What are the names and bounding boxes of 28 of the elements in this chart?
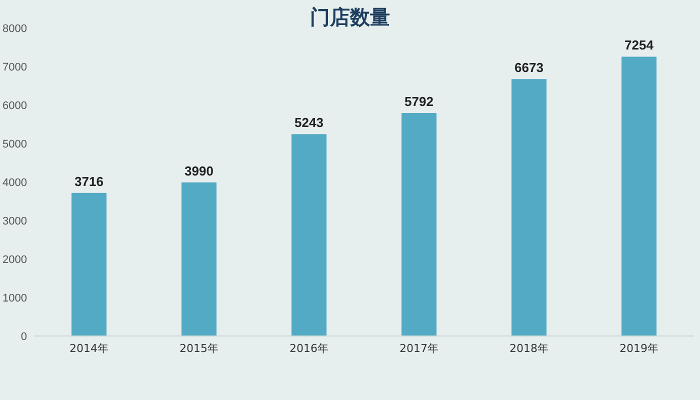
x-tick-label: 2019年: [620, 342, 658, 355]
x-tick-label: 2016年: [290, 342, 328, 355]
x-tick-label: 2017年: [400, 342, 438, 355]
y-tick-label: 5000: [2, 138, 27, 150]
bar: [402, 113, 436, 336]
y-tick-label: 1000: [2, 292, 27, 304]
x-tick-label: 2015年: [180, 342, 218, 355]
y-tick-label: 2000: [2, 254, 27, 266]
bar: [512, 79, 546, 336]
bar: [72, 192, 106, 336]
chart-title: 门店数量: [310, 5, 390, 29]
data-label: 7254: [624, 38, 654, 53]
y-tick-label: 3000: [2, 216, 27, 228]
data-label: 5792: [404, 94, 434, 110]
y-tick-label: 6000: [2, 100, 27, 112]
data-label: 3990: [184, 163, 214, 178]
x-tick-label: 2014年: [70, 342, 108, 355]
y-tick-label: 0: [20, 331, 27, 343]
x-tick-label: 2018年: [510, 342, 548, 355]
data-label: 5243: [294, 115, 324, 130]
bar: [622, 56, 656, 336]
bar: [292, 134, 326, 336]
y-tick-label: 7000: [2, 62, 27, 74]
y-tick-label: 8000: [2, 23, 27, 35]
data-label: 3716: [74, 174, 104, 189]
y-tick-label: 4000: [2, 177, 27, 189]
data-label: 6673: [514, 60, 544, 76]
bar: [182, 182, 216, 336]
